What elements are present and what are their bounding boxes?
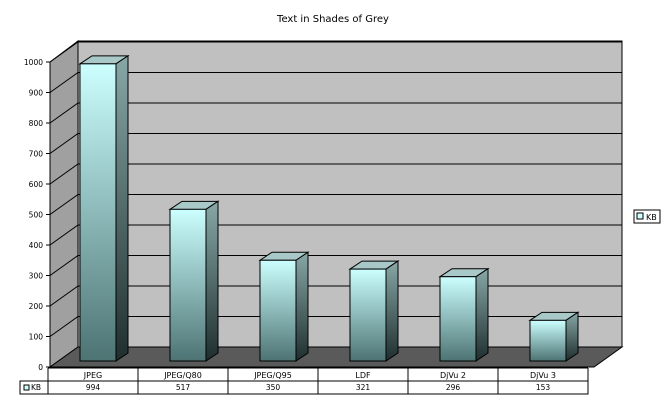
gridlines [49,41,622,337]
gridline [49,163,622,185]
y-tick-label: 0 [38,363,43,372]
x-category-label: JPEG [83,371,102,380]
y-axis: 0 100 200 300 400 500 600 700 800 900 1000 [24,58,51,372]
table-value-cell: 350 [266,383,281,392]
gridline [49,41,622,63]
y-tick-label: 900 [29,89,44,98]
table-row-label: KB [31,383,41,392]
chart-title: Text in Shades of Grey [276,14,389,25]
x-category-label: JPEG/Q80 [163,371,202,380]
bar-1 [78,54,130,362]
y-tick-label: 500 [29,211,44,220]
table-value-cell: 994 [86,383,101,392]
table-values-row [19,380,589,395]
table-value-cell: 321 [356,383,371,392]
y-tick-label: 700 [29,150,44,159]
x-category-label: JPEG/Q95 [253,371,292,380]
bar-2 [168,200,220,362]
bar-3 [258,251,310,362]
legend-label: KB [646,213,657,222]
bar-side-face [475,267,489,362]
x-category-label: DjVu 2 [440,371,466,380]
x-category-label: LDF [355,371,371,380]
table-value-cell: 296 [446,383,461,392]
bar-6 [528,311,580,362]
y-tick-label: 200 [29,302,44,311]
gridline [49,133,622,154]
bar-front-face [529,319,567,362]
table-legend-swatch [23,384,30,391]
bar-front-face [79,63,117,362]
y-tick-label: 100 [29,333,44,342]
x-category-label: DjVu 3 [530,371,556,380]
y-tick-label: 600 [29,180,44,189]
table-value-cell: 153 [536,383,551,392]
legend-swatch [636,212,644,220]
bars [78,54,580,362]
y-tick-label: 400 [29,241,44,250]
data-table: JPEG 994 JPEG/Q80 517 JPEG/Q95 350 LDF 321 DjVu … [19,367,589,395]
bar-side-face [205,200,219,362]
bar-4 [348,260,400,362]
gridline [49,224,622,246]
bar-side-face [295,251,309,362]
y-tick-label: 800 [29,119,44,128]
gridline [49,255,622,276]
gridline [49,102,622,124]
gridline [49,72,622,93]
y-tick-label: 1000 [24,58,43,67]
y-tick-label: 300 [29,272,44,281]
bar-front-face [169,208,207,362]
bar-5 [438,267,490,362]
bar-front-face [439,276,477,362]
bar-front-face [349,268,387,362]
legend: KB [633,209,661,224]
bar-side-face [385,260,399,362]
gridline [49,194,622,215]
bar-side-face [115,54,129,362]
table-value-cell: 517 [176,383,191,392]
bar-side-face [565,311,579,362]
bar-front-face [259,259,297,362]
